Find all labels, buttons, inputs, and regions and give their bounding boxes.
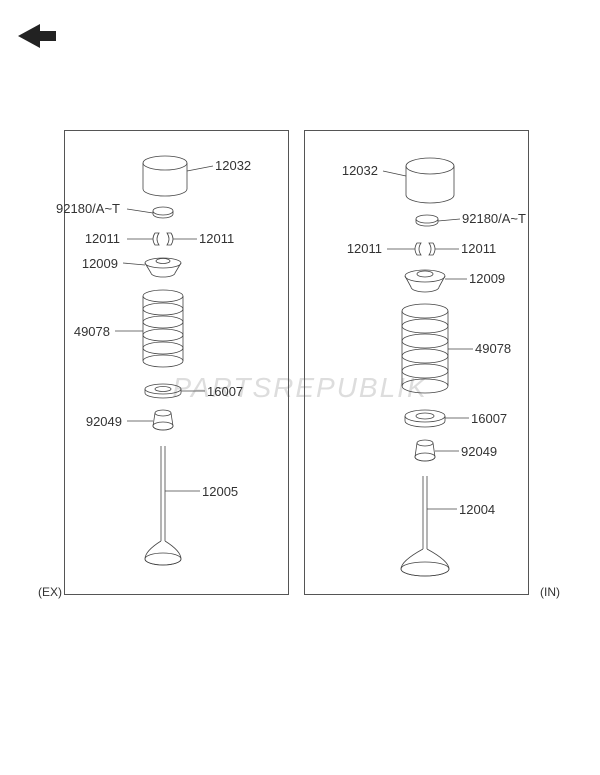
valve-in-icon: [401, 476, 449, 576]
cotter-right-icon: [167, 233, 173, 245]
label-valve: 12005: [202, 484, 238, 499]
tappet-icon: [143, 156, 187, 196]
cotter-left-icon: [415, 243, 421, 255]
panel-ex: 12032 92180/A~T 12011 12011 12009 49078 …: [64, 130, 289, 595]
label-seal: 92049: [86, 414, 122, 429]
label-tappet: 12032: [342, 163, 378, 178]
label-seat: 16007: [207, 384, 243, 399]
label-tappet: 12032: [215, 158, 251, 173]
ex-side-label: (EX): [38, 585, 62, 599]
retainer-icon: [405, 270, 445, 292]
cotter-left-icon: [153, 233, 159, 245]
tappet-icon: [406, 158, 454, 203]
label-cotter-r: 12011: [461, 241, 496, 256]
valve-ex-icon: [145, 446, 181, 565]
label-spring: 49078: [74, 324, 110, 339]
seal-icon: [153, 410, 173, 430]
label-cotter-r: 12011: [199, 231, 234, 246]
label-cotter-l: 12011: [347, 241, 382, 256]
seal-icon: [415, 440, 435, 461]
shim-icon: [153, 207, 173, 218]
seat-icon: [405, 410, 445, 427]
diagram-container: PARTSREPUBLIK: [0, 0, 600, 775]
in-side-label: (IN): [540, 585, 560, 599]
label-valve: 12004: [459, 502, 495, 517]
label-retainer: 12009: [82, 256, 118, 271]
cotter-right-icon: [429, 243, 435, 255]
panel-in: 12032 92180/A~T 12011 12011 12009 49078 …: [304, 130, 529, 595]
spring-icon: [143, 290, 183, 367]
in-parts-svg: [305, 131, 530, 596]
label-seal: 92049: [461, 444, 497, 459]
label-shim: 92180/A~T: [462, 211, 526, 226]
label-cotter-l: 12011: [85, 231, 120, 246]
seat-icon: [145, 384, 181, 398]
retainer-icon: [145, 258, 181, 277]
back-arrow-icon: [18, 24, 58, 59]
shim-icon: [416, 215, 438, 226]
label-retainer: 12009: [469, 271, 505, 286]
label-spring: 49078: [475, 341, 511, 356]
label-seat: 16007: [471, 411, 507, 426]
spring-icon: [402, 304, 448, 393]
label-shim: 92180/A~T: [56, 201, 120, 216]
